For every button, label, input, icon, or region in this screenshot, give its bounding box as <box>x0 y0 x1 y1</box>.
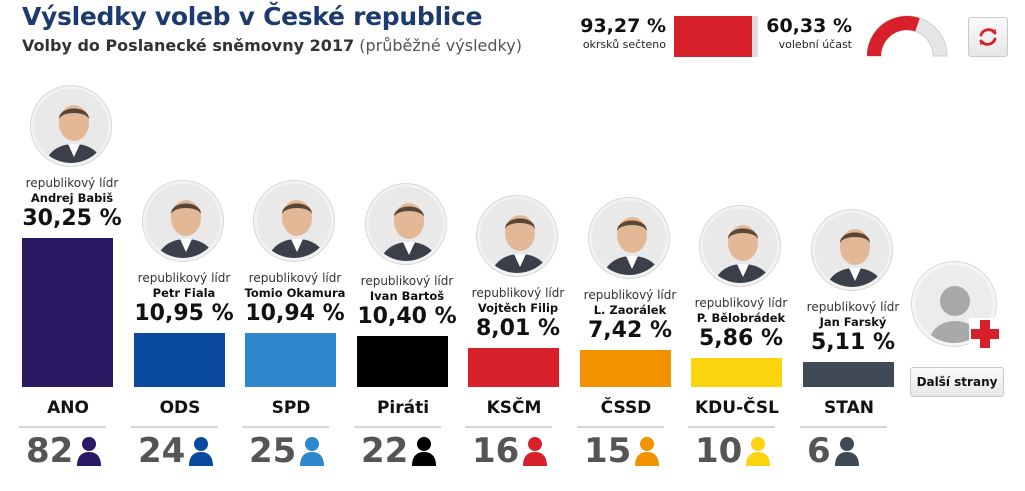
deputy-person-icon <box>300 437 325 466</box>
leader-role: republikový lídr <box>583 288 677 302</box>
turnout-label: volební účast <box>778 38 852 51</box>
leader-name: L. Zaorálek <box>593 303 667 317</box>
seats-count: 10 <box>695 431 771 471</box>
party-name: ODS <box>124 398 236 428</box>
vote-bar <box>357 336 448 387</box>
seats-count: 16 <box>472 431 548 471</box>
leader-role: republikový lídr <box>360 274 454 288</box>
page-title: Výsledky voleb v České republice <box>22 2 483 31</box>
deputy-person-icon <box>746 437 771 466</box>
deputy-person-icon <box>635 437 660 466</box>
party-name: KSČM <box>458 398 570 428</box>
seats-count: 24 <box>138 431 214 471</box>
counted-stat: 93,27 % okrsků sečteno <box>570 15 666 51</box>
deputy-person-icon <box>412 437 437 466</box>
leader-name: Jan Farský <box>819 315 887 329</box>
vote-bar <box>22 238 113 387</box>
leader-name: Andrej Babiš <box>30 191 114 205</box>
page-subtitle: Volby do Poslanecké sněmovny 2017 (průbě… <box>22 36 522 55</box>
turnout-stat: 60,33 % volební účast <box>760 15 852 51</box>
party-column-pirati[interactable]: republikový lídr Ivan Bartoš 10,40 % Piráti… <box>354 0 457 491</box>
leader-name: P. Bělobrádek <box>696 311 786 325</box>
vote-percent-label: 10,40 % <box>357 304 457 329</box>
deputy-person-icon <box>523 437 548 466</box>
vote-percent-label: 10,95 % <box>134 301 234 326</box>
party-name: STAN <box>793 398 905 428</box>
counted-progress-fill <box>674 16 753 57</box>
leader-role: republikový lídr <box>806 300 900 314</box>
leader-photo <box>366 184 446 264</box>
vote-percent-label: 10,94 % <box>245 301 345 326</box>
vote-percent-label: 5,86 % <box>699 326 783 351</box>
vote-bar <box>580 350 671 387</box>
refresh-icon <box>979 28 997 46</box>
seats-number: 10 <box>695 431 743 471</box>
subtitle-note: (průběžné výsledky) <box>359 36 522 55</box>
turnout-percent: 60,33 % <box>766 15 852 37</box>
leader-name: Ivan Bartoš <box>369 289 445 303</box>
seats-number: 24 <box>138 431 186 471</box>
party-column-spd[interactable]: republikový lídr Tomio Okamura 10,94 % SPD 2… <box>242 0 345 491</box>
seats-count: 22 <box>361 431 437 471</box>
seats-count: 82 <box>26 431 102 471</box>
vote-percent-label: 5,11 % <box>811 330 895 355</box>
leader-photo <box>254 181 334 261</box>
party-column-cssd[interactable]: republikový lídr L. Zaorálek 7,42 % ČSSD 15 <box>577 0 680 491</box>
deputy-person-icon <box>834 437 859 466</box>
party-column-kducsl[interactable]: republikový lídr P. Bělobrádek 5,86 % KDU-Č… <box>688 0 791 491</box>
turnout-gauge-fill <box>867 16 920 56</box>
seats-number: 15 <box>584 431 632 471</box>
party-name: ANO <box>12 398 124 428</box>
seats-number: 82 <box>26 431 74 471</box>
vote-bar <box>245 333 336 387</box>
seats-count: 25 <box>249 431 325 471</box>
leader-photo <box>31 86 111 166</box>
party-name: Piráti <box>347 398 459 428</box>
leader-role: republikový lídr <box>471 286 565 300</box>
party-column-kscm[interactable]: republikový lídr Vojtěch Filip 8,01 % KSČM 1… <box>465 0 568 491</box>
leader-photo <box>700 206 780 286</box>
seats-count: 6 <box>807 434 859 468</box>
seats-number: 22 <box>361 431 409 471</box>
leader-photo <box>589 198 669 278</box>
leader-role: republikový lídr <box>137 271 231 285</box>
party-name: SPD <box>235 398 347 428</box>
seats-number: 25 <box>249 431 297 471</box>
counted-progress-bar <box>674 16 758 57</box>
vote-bar <box>691 358 782 387</box>
counted-percent: 93,27 % <box>580 15 666 37</box>
deputy-person-icon <box>189 437 214 466</box>
deputy-person-icon <box>77 437 102 466</box>
leader-name: Vojtěch Filip <box>477 301 559 315</box>
leader-name: Petr Fiala <box>152 286 216 300</box>
more-parties-button[interactable]: Další strany <box>910 367 1004 397</box>
vote-percent-label: 8,01 % <box>476 316 560 341</box>
leader-name: Tomio Okamura <box>244 286 346 300</box>
vote-bar <box>468 348 559 387</box>
turnout-gauge <box>866 15 948 57</box>
refresh-button[interactable] <box>968 17 1008 57</box>
vote-percent-label: 30,25 % <box>22 206 122 231</box>
vote-bar <box>803 362 894 387</box>
leader-role: republikový lídr <box>248 271 342 285</box>
party-name: KDU-ČSL <box>681 398 793 428</box>
add-party-icon <box>969 318 1001 350</box>
leader-role: republikový lídr <box>25 176 119 190</box>
party-column-ano[interactable]: republikový lídr Andrej Babiš 30,25 % ANO 82 <box>19 0 122 491</box>
leader-photo <box>143 181 223 261</box>
leader-photo <box>477 196 557 276</box>
party-column-stan[interactable]: republikový lídr Jan Farský 5,11 % STAN 6 <box>800 0 903 491</box>
unknown-person-icon <box>912 262 996 346</box>
leader-role: republikový lídr <box>694 296 788 310</box>
party-name: ČSSD <box>570 398 682 428</box>
vote-percent-label: 7,42 % <box>588 318 672 343</box>
party-column-ods[interactable]: republikový lídr Petr Fiala 10,95 % ODS 24 <box>131 0 234 491</box>
vote-bar <box>134 333 225 387</box>
seats-count: 15 <box>584 431 660 471</box>
leader-photo <box>812 210 892 290</box>
seats-number: 6 <box>807 431 831 471</box>
counted-label: okrsků sečteno <box>582 38 666 51</box>
seats-number: 16 <box>472 431 520 471</box>
subtitle-election: Volby do Poslanecké sněmovny 2017 <box>22 36 355 55</box>
